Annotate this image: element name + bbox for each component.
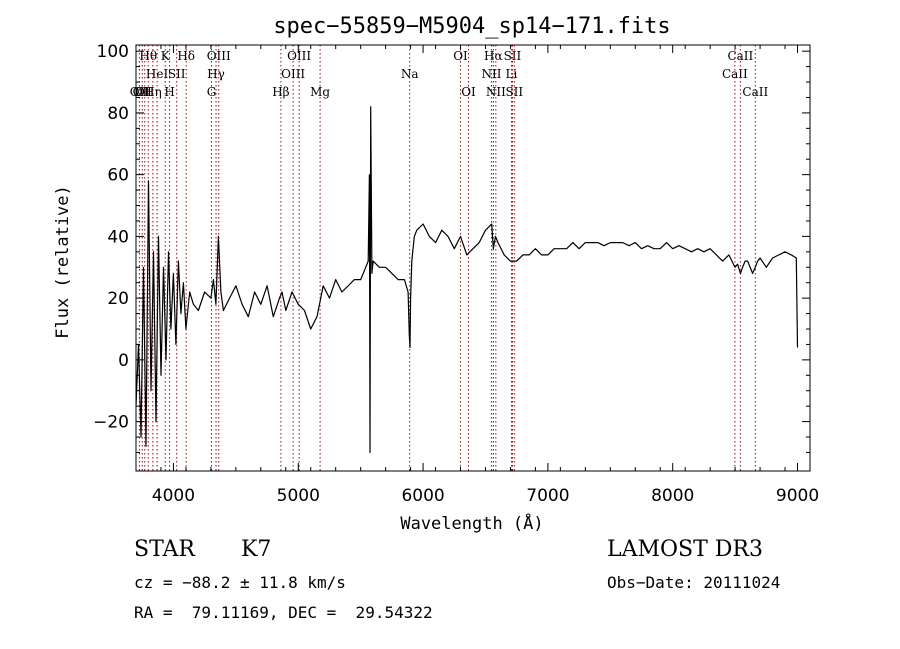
spectral-line-label: OII <box>130 85 150 99</box>
spectral-line-label: SII <box>168 67 186 81</box>
spectral-line-label: Hγ <box>207 67 225 81</box>
plot-frame <box>135 44 811 472</box>
series-layer <box>135 106 799 454</box>
spectral-line-markers: OIIOIIOIIHθHηHeIKHSIIHδGHγOIIIHβOIIIOIII… <box>130 45 768 471</box>
x-tick-label: 4000 <box>152 486 195 506</box>
spectral-line-label: OIII <box>287 49 311 63</box>
spectral-line-label: OIII <box>281 67 305 81</box>
spectral-line-label: K <box>161 49 171 63</box>
x-axis: 4000 5000 6000 7000 8000 9000 <box>135 45 819 506</box>
spectral-line-label: Hη <box>144 85 162 99</box>
obs-date: Obs−Date: 20111024 <box>607 573 781 592</box>
spectral-line-label: Na <box>401 67 419 81</box>
spectral-line-label: SII <box>504 49 522 63</box>
spectral-line-label: OII <box>135 85 155 99</box>
x-tick-label: 9000 <box>776 486 819 506</box>
spectral-line-label: CaII <box>727 49 753 63</box>
spectral-line-label: Hδ <box>177 49 195 63</box>
coordinates-readout: RA = 79.11169, DEC = 29.54322 <box>134 603 433 622</box>
survey-label: LAMOST DR3 <box>607 537 763 562</box>
spectral-line-label: G <box>207 85 217 99</box>
spectral-line-label: NII <box>481 67 501 81</box>
spectral-line-label: Li <box>506 67 518 81</box>
spectral-line-label: Hα <box>484 49 503 63</box>
spectral-line-label: CaII <box>722 67 748 81</box>
spectral-line-label: OII <box>133 85 153 99</box>
y-tick-label: 20 <box>107 289 129 309</box>
x-tick-label: 5000 <box>277 486 320 506</box>
object-class: STAR <box>134 537 195 562</box>
x-tick-label: 8000 <box>651 486 694 506</box>
x-axis-label: Wavelength (Å) <box>400 512 543 534</box>
spectral-line-label: OIII <box>207 49 231 63</box>
spectral-line-label: SII <box>505 85 523 99</box>
spectral-line-label: Mg <box>310 85 330 99</box>
spectral-line-label: H <box>164 85 174 99</box>
y-axis-label: Flux (relative) <box>53 185 73 339</box>
spectral-line-label: OI <box>461 85 476 99</box>
velocity-readout: cz = −88.2 ± 11.8 km/s <box>134 573 346 592</box>
x-tick-label: 7000 <box>526 486 569 506</box>
chart-title: spec−55859−M5904_sp14−171.fits <box>273 14 670 39</box>
x-tick-label: 6000 <box>401 486 444 506</box>
y-tick-label: 100 <box>97 42 129 62</box>
spectral-line-label: CaII <box>742 85 768 99</box>
y-tick-label: −20 <box>93 413 129 433</box>
flux-series-line <box>135 106 799 454</box>
y-tick-label: 40 <box>107 227 129 247</box>
y-tick-label: 0 <box>118 351 129 371</box>
spectral-line-label: NII <box>486 85 506 99</box>
y-axis: −20 0 20 40 60 80 100 <box>93 42 810 453</box>
y-tick-label: 80 <box>107 104 129 124</box>
spectral-line-label: OI <box>453 49 468 63</box>
y-tick-label: 60 <box>107 166 129 186</box>
spectral-line-label: Hθ <box>139 49 157 63</box>
spectral-line-label: HeI <box>146 67 169 81</box>
object-subclass: K7 <box>241 537 272 562</box>
spectral-line-label: Hβ <box>272 85 289 99</box>
